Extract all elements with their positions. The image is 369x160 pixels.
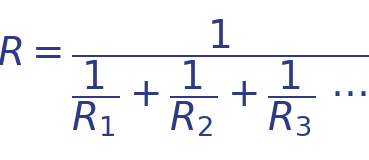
Text: $\mathit{R} = \dfrac{1}{\dfrac{1}{\mathit{R}_1} + \dfrac{1}{\mathit{R}_2} + \dfr: $\mathit{R} = \dfrac{1}{\dfrac{1}{\mathi… bbox=[0, 17, 369, 138]
